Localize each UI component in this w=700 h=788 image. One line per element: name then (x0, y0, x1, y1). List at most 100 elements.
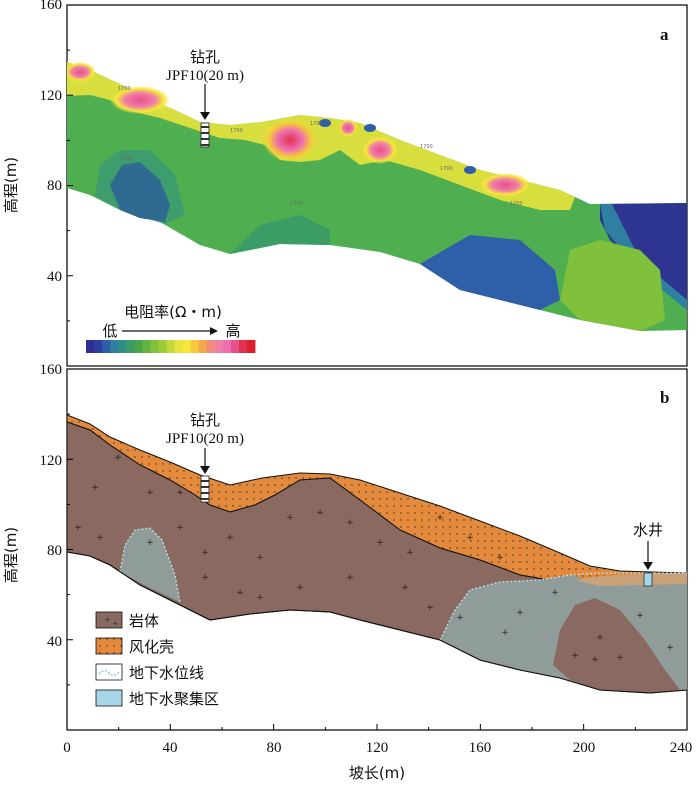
legend-item-rock-mass: + + 岩体 (95, 611, 159, 630)
y-tick-label: 160 (40, 362, 63, 378)
well-label: 水井 (633, 521, 663, 539)
contour-label: 1700 (310, 121, 323, 127)
colorbar-cell (214, 340, 224, 353)
transition-zone-left (95, 150, 185, 224)
plus-icon: + (104, 615, 111, 624)
plus-icon: + (616, 653, 624, 663)
hot-spot-2 (362, 136, 398, 164)
hot-spot-3 (110, 86, 170, 114)
colorbar-cell (206, 340, 216, 353)
water-table-line-swatch (95, 663, 123, 681)
plus-icon: + (401, 583, 409, 593)
colorbar-low-label: 低 (102, 322, 117, 340)
x-axis: 0 40 80 120 160 200 240 坡长(m) (63, 740, 692, 782)
plus-icon: + (571, 651, 579, 661)
plus-icon: + (201, 548, 209, 558)
x-tick-label: 0 (63, 740, 71, 756)
plus-icon: + (256, 553, 264, 563)
colorbar-cell (142, 340, 151, 353)
plus-icon: + (316, 508, 324, 518)
plus-icon: + (666, 643, 674, 653)
blue-spot-2 (364, 124, 376, 132)
groundwater-gray-zone-left (120, 528, 180, 602)
colorbar-cell (166, 340, 175, 353)
colorbar-cell (110, 340, 119, 353)
y-axis-b: 160 120 80 40 高程(m) (2, 362, 62, 650)
rock-mass-swatch (95, 611, 123, 629)
y-tick-label: 40 (47, 269, 62, 285)
legend-label: 地下水聚集区 (129, 690, 219, 708)
borehole-marker (200, 475, 210, 503)
colorbar-cell (182, 340, 192, 353)
panel-letter: a (660, 25, 669, 44)
plus-icon: + (176, 488, 184, 498)
panel-b: ++++++++++ +++++++++ +++++++++++++++++ 水井 … (2, 362, 692, 782)
colorbar-cell (102, 340, 111, 353)
water-table-line (439, 572, 687, 641)
plus-icon: + (551, 588, 559, 598)
colorbar-cell (174, 340, 183, 353)
x-axis-title: 坡长(m) (349, 764, 405, 782)
plus-icon: + (74, 523, 82, 533)
moderate-zone-mid (230, 215, 330, 254)
groundwater-accumulation-zone (575, 573, 687, 586)
legend: + + 岩体 风化壳 地下水位线 地下水聚集区 (95, 611, 219, 708)
borehole-id: JPF10(20 m) (166, 431, 244, 447)
colorbar-cell (246, 340, 256, 353)
plus-icon: + (114, 453, 122, 463)
rock-texture: ++++++++++ +++++++++ +++++++++++++++++ (74, 453, 674, 665)
plus-icon: + (376, 538, 384, 548)
x-tick-label: 120 (366, 740, 389, 756)
y-axis-title: 高程(m) (2, 157, 20, 213)
plus-icon: + (346, 518, 354, 528)
plus-icon: + (426, 603, 434, 613)
plus-icon: + (436, 513, 444, 523)
high-resistivity-band (67, 62, 575, 210)
contour-label: 1700 (118, 86, 131, 92)
plus-icon: + (112, 619, 119, 628)
x-tick-label: 240 (670, 740, 693, 756)
x-tick-label: 40 (163, 740, 178, 756)
plus-icon: + (596, 633, 604, 643)
y-axis-a: 160 120 80 40 高程(m) (2, 0, 62, 285)
blue-spot-3 (464, 166, 476, 174)
low-resistivity-zone-bottom (420, 235, 560, 310)
hot-spot-6 (338, 119, 358, 137)
panel-letter: b (660, 388, 669, 407)
y-tick-label: 40 (47, 634, 62, 650)
legend-item-water-table: 地下水位线 (95, 663, 204, 682)
plus-icon: + (466, 533, 474, 543)
colorbar-title: 电阻率(Ω・m) (124, 303, 222, 321)
transition-zone-right (600, 204, 687, 310)
colorbar-cell (198, 340, 208, 353)
well-marker (643, 572, 653, 587)
plus-icon: + (226, 533, 234, 543)
contour-label: 1700 (440, 166, 453, 172)
colorbar-cell (150, 340, 159, 353)
borehole-label: 钻孔 (190, 411, 220, 429)
moderate-zone-bottom (560, 240, 665, 331)
contour-label: 1700 (510, 201, 523, 207)
borehole-label: 钻孔 (190, 48, 220, 66)
plus-icon: + (201, 573, 209, 583)
contour-label: 1700 (420, 144, 433, 150)
colorbar-cell (222, 340, 232, 353)
borehole-marker (200, 122, 210, 148)
weathered-crust-swatch (95, 637, 123, 655)
colorbar-cell (134, 340, 143, 353)
y-axis-title: 高程(m) (2, 527, 20, 583)
colorbar-cell (86, 340, 95, 353)
y-tick-label: 120 (40, 453, 63, 469)
y-tick-label: 80 (47, 543, 62, 559)
wavy-line-icon (98, 670, 120, 676)
plus-icon: + (286, 513, 294, 523)
contour-label: 1000 (120, 156, 133, 162)
blue-spot-1 (319, 119, 331, 127)
plus-icon: + (96, 533, 104, 543)
plus-icon: + (146, 488, 154, 498)
colorbar-cell (230, 340, 240, 353)
rock-lens (553, 598, 680, 693)
well-arrowhead (643, 562, 653, 570)
colorbar-high-label: 高 (225, 322, 240, 340)
